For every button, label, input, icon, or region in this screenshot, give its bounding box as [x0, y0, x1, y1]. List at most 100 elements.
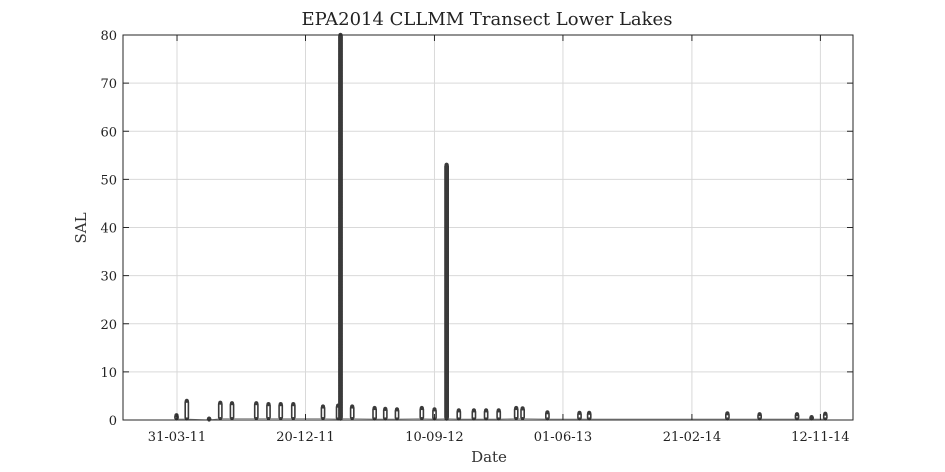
data-point-min: [420, 417, 424, 421]
data-point-max: [229, 401, 235, 406]
data-point-range: [266, 403, 271, 420]
data-point-group: [586, 410, 592, 421]
data-point-max: [254, 401, 259, 406]
data-point-group: [184, 398, 190, 421]
data-point-range: [217, 401, 223, 420]
data-point-max: [394, 407, 400, 412]
data-point-group: [372, 405, 378, 421]
y-tick-label: 50: [100, 173, 117, 188]
grid-lines: [123, 35, 853, 420]
data-point-max: [419, 405, 424, 411]
x-axis-label: Date: [471, 448, 507, 466]
data-point-max: [577, 410, 582, 415]
data-point-group: [471, 408, 477, 421]
data-point-group: [456, 408, 462, 421]
data-point-min: [445, 417, 449, 421]
y-tick-label: 70: [100, 77, 117, 92]
data-point-group: [520, 406, 526, 421]
x-tick-label: 31-03-11: [148, 430, 206, 445]
y-tick-label: 80: [100, 29, 117, 44]
data-point-group: [394, 407, 400, 421]
data-point-min: [218, 417, 222, 421]
data-point-group: [577, 410, 582, 421]
data-point-max: [520, 406, 525, 411]
x-tick-label: 10-09-12: [405, 430, 463, 445]
data-point-group: [174, 413, 179, 421]
data-point-group: [229, 401, 235, 421]
data-point-min: [266, 417, 271, 421]
data-point-range: [184, 399, 190, 420]
y-axis-label: SAL: [72, 212, 90, 243]
data-point-group: [822, 411, 828, 421]
data-point-max: [496, 408, 501, 413]
x-tick-label: 20-12-11: [276, 430, 334, 445]
data-point-group: [544, 410, 550, 421]
data-point-max: [320, 404, 326, 409]
data-point-min: [279, 417, 283, 421]
data-point-range: [278, 403, 284, 420]
data-point-group: [349, 404, 355, 421]
data-point-group: [382, 406, 388, 421]
data-point-max: [823, 411, 828, 416]
y-tick-label: 60: [100, 125, 117, 140]
x-tick-label: 21-02-14: [663, 430, 721, 445]
data-point-max: [184, 398, 189, 403]
y-tick-label: 40: [100, 222, 117, 237]
data-point-group: [794, 412, 800, 421]
data-point-group: [724, 411, 730, 421]
data-point-min: [230, 417, 234, 421]
data-point-min: [321, 417, 325, 421]
y-tick-label: 30: [100, 270, 117, 285]
data-point-min: [338, 417, 343, 421]
data-point-min: [521, 417, 525, 421]
data-point-max: [278, 402, 283, 407]
data-point-max: [514, 405, 519, 411]
data-point-group: [206, 416, 212, 422]
data-point-max: [757, 412, 762, 417]
data-point-group: [266, 402, 271, 421]
data-point-group: [483, 408, 489, 421]
data-point-max: [174, 413, 179, 418]
data-point-range: [253, 402, 259, 420]
data-point-group: [320, 404, 326, 421]
data-point-group: [444, 162, 450, 421]
data-point-max: [456, 408, 461, 413]
y-tick-label: 10: [100, 366, 117, 381]
data-point-min: [514, 417, 518, 421]
data-point-max: [484, 408, 489, 413]
data-point-group: [290, 402, 296, 421]
data-point-group: [496, 408, 502, 421]
data-point-group: [278, 402, 284, 421]
data-point-max: [545, 410, 550, 415]
data-point-group: [757, 412, 763, 421]
chart-title: EPA2014 CLLMM Transect Lower Lakes: [302, 9, 673, 30]
data-point-group: [419, 405, 425, 421]
data-point-range: [229, 402, 235, 420]
data-point-max: [794, 412, 800, 417]
data-point-group: [338, 32, 343, 421]
data-point-max: [372, 405, 377, 411]
axis-ticks: 0 10 20 30 40 50 60 70 80 31-03-11 20-12-11 10-09-1…: [100, 29, 853, 445]
data-point-min: [254, 417, 258, 421]
y-tick-label: 20: [100, 318, 117, 333]
data-point-range: [290, 403, 296, 420]
data-point-max: [444, 162, 449, 167]
data-point-max: [383, 406, 388, 411]
y-tick-label: 0: [109, 414, 117, 429]
x-tick-label: 12-11-14: [791, 430, 849, 445]
data-layer: [174, 32, 828, 422]
data-point-min: [291, 417, 295, 421]
data-point-max: [725, 411, 730, 416]
data-point-group: [513, 405, 519, 421]
data-point-max: [291, 402, 296, 407]
data-point-group: [217, 400, 223, 421]
data-point-max: [471, 408, 476, 413]
data-point-max: [266, 402, 271, 407]
data-point-max: [218, 400, 223, 405]
data-point-max: [350, 404, 355, 409]
data-point-min: [350, 417, 354, 421]
data-point-group: [253, 401, 259, 421]
data-point-max: [432, 407, 437, 412]
data-point-max: [587, 410, 592, 415]
